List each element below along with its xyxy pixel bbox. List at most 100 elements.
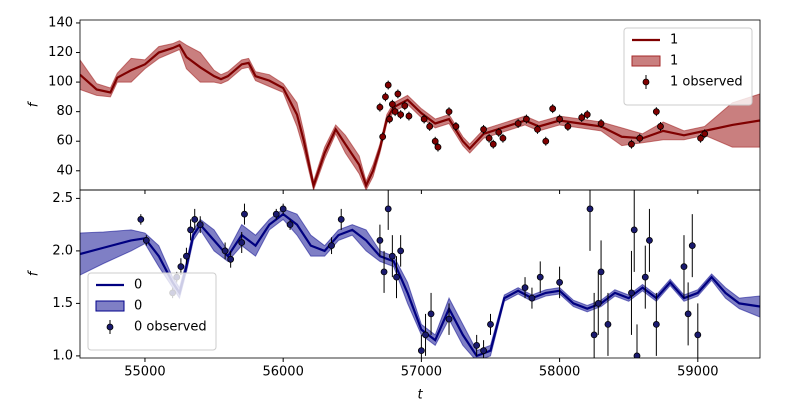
x-tick-label: 59000 xyxy=(677,365,718,380)
legend-patch xyxy=(631,55,661,67)
legend-label: 1 xyxy=(670,33,678,48)
y-tick-label: 60 xyxy=(56,134,73,149)
observed-point xyxy=(636,134,644,142)
y-tick-label: 140 xyxy=(48,15,73,30)
observed-point xyxy=(238,239,246,246)
observed-point xyxy=(628,140,635,148)
observed-point xyxy=(384,205,392,213)
observed-point xyxy=(480,125,487,133)
observed-point xyxy=(549,105,557,113)
observed-point xyxy=(590,331,598,339)
observed-point xyxy=(391,108,399,116)
observed-point xyxy=(701,130,709,138)
observed-point xyxy=(489,140,497,148)
legend-patch xyxy=(95,300,125,312)
legend: 0 0 0 observed xyxy=(87,272,217,351)
observed-point xyxy=(523,115,530,123)
observed-point xyxy=(586,205,594,213)
observed-point xyxy=(417,347,425,355)
observed-point xyxy=(556,115,563,123)
observed-point xyxy=(380,268,388,276)
observed-point xyxy=(473,341,481,349)
observed-point xyxy=(583,111,591,119)
x-tick-label: 55000 xyxy=(124,365,165,380)
legend-label: 0 observed xyxy=(134,320,207,335)
observed-point xyxy=(241,210,248,218)
legend-label: 1 observed xyxy=(670,75,743,90)
observed-point xyxy=(652,320,660,328)
observed-point xyxy=(397,111,405,119)
observed-point xyxy=(337,215,345,223)
observed-point xyxy=(388,252,396,260)
observed-point xyxy=(401,102,409,110)
observed-point xyxy=(388,100,396,108)
observed-point xyxy=(379,133,387,141)
observed-point xyxy=(422,331,429,339)
observed-point xyxy=(594,299,602,307)
line xyxy=(80,43,760,190)
observed-point xyxy=(376,236,384,244)
observed-point xyxy=(183,252,190,260)
plot-area xyxy=(80,40,760,190)
observed-point xyxy=(652,108,660,116)
y-axis-label: f xyxy=(27,269,42,276)
observed-point xyxy=(445,315,453,323)
legend-box xyxy=(623,27,753,106)
observed-point xyxy=(633,352,641,358)
y-axis-label: f xyxy=(27,100,42,107)
observed-point xyxy=(196,221,204,229)
observed-point xyxy=(657,123,664,130)
y-tick-label: 80 xyxy=(56,104,73,119)
observed-point xyxy=(485,134,493,142)
observed-point xyxy=(272,210,280,218)
observed-point xyxy=(405,112,413,120)
observed-point xyxy=(221,247,229,255)
observed-point xyxy=(227,255,235,263)
observed-point xyxy=(688,242,696,250)
observed-point xyxy=(286,221,294,229)
observed-point xyxy=(499,134,507,142)
legend-box xyxy=(87,272,217,351)
legend-label: 0 xyxy=(134,299,142,314)
x-tick-label: 58000 xyxy=(539,365,580,380)
observed-point xyxy=(495,128,503,136)
observed-point xyxy=(394,90,402,98)
x-tick-label: 57000 xyxy=(401,365,442,380)
legend: 1 1 1 observed xyxy=(623,27,753,106)
plot-area xyxy=(80,190,760,358)
observed-point xyxy=(578,114,586,121)
y-tick-label: 2.0 xyxy=(52,243,73,258)
observed-point xyxy=(452,123,460,130)
observed-point xyxy=(191,215,199,223)
observed-point xyxy=(680,263,688,271)
observed-point xyxy=(427,310,435,318)
observed-point xyxy=(279,205,287,213)
observed-point xyxy=(384,81,392,89)
observed-point xyxy=(694,331,702,339)
observed-point xyxy=(382,93,389,101)
y-tick-label: 1.0 xyxy=(52,348,73,363)
observed-point xyxy=(604,320,612,328)
y-tick-label: 40 xyxy=(56,163,73,178)
legend-marker xyxy=(106,323,114,331)
observed-point xyxy=(697,134,704,142)
observed-point xyxy=(434,143,442,151)
observed-point xyxy=(386,115,393,123)
observed-point xyxy=(328,242,335,250)
observed-point xyxy=(534,125,541,133)
y-tick-label: 100 xyxy=(48,75,73,90)
observed-point xyxy=(542,137,550,145)
observed-point xyxy=(397,247,405,255)
y-tick-label: 2.5 xyxy=(52,191,73,206)
legend-marker xyxy=(642,78,650,86)
observed-point xyxy=(564,123,572,130)
y-tick-label: 120 xyxy=(48,45,73,60)
observed-point xyxy=(445,108,453,116)
confidence-band xyxy=(80,208,760,358)
observed-point xyxy=(480,347,487,355)
confidence-band xyxy=(80,40,760,190)
observed-point xyxy=(420,115,428,123)
observed-point xyxy=(142,236,150,244)
